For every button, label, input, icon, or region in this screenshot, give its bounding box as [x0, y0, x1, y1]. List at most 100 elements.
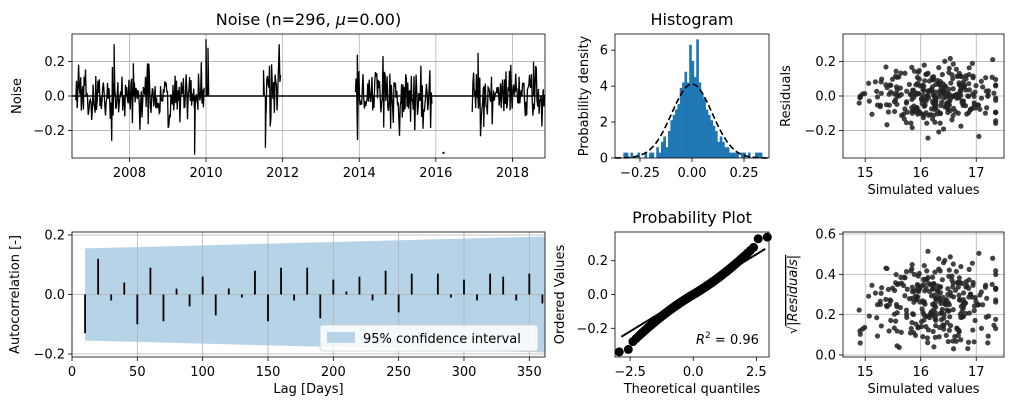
scale-location-point: [926, 288, 933, 295]
scale-location-point: [914, 294, 920, 300]
histogram-bar: [651, 152, 655, 158]
residual-point: [878, 90, 884, 96]
histogram-bar: [663, 136, 666, 158]
scale-location-point: [946, 273, 952, 279]
scale-location-point: [909, 288, 916, 295]
histogram-bar: [707, 114, 711, 158]
x-tick-label: 0.25: [730, 166, 759, 181]
residual-point: [950, 75, 956, 82]
probability-plot: −2.5 0.0 2.5 −0.2 0.0 0.2 Theoretical quantile…: [553, 208, 772, 397]
y-tick-label: 2: [600, 116, 608, 131]
histogram-bar: [623, 152, 626, 158]
x-tick-label: −0.25: [620, 166, 660, 181]
histogram-bar: [705, 109, 709, 158]
residual-point: [862, 91, 868, 97]
noise-point: [442, 151, 445, 154]
residual-point: [922, 78, 928, 84]
x-tick-label: 200: [321, 365, 346, 380]
residual-point: [916, 76, 922, 82]
histogram-bar: [686, 82, 690, 158]
histogram-bar: [696, 39, 699, 158]
histogram-bar: [717, 141, 721, 158]
histogram-bar: [700, 93, 704, 158]
scale-location-point: [930, 274, 936, 280]
y-tick-label: 0.2: [815, 55, 836, 70]
residual-point: [950, 61, 956, 67]
residual-point: [956, 91, 962, 98]
residual-point: [990, 56, 996, 63]
x-tick-label: 250: [386, 365, 411, 380]
residual-point: [904, 88, 910, 94]
x-axis-label: Lag [Days]: [273, 382, 343, 397]
scale-location-point: [960, 313, 967, 320]
x-tick-label: 2016: [419, 166, 452, 181]
histogram-bar: [675, 109, 678, 158]
residual-point: [897, 85, 903, 91]
axes-frame: [71, 231, 546, 358]
residual-point: [874, 88, 880, 94]
scale-location-point: [993, 286, 999, 292]
residual-point: [936, 129, 942, 135]
residual-point: [971, 93, 977, 99]
scale-location-point: [888, 317, 894, 324]
scale-location-point: [921, 281, 927, 287]
histogram-bar: [691, 60, 695, 158]
scale-location-point: [874, 315, 880, 321]
r-squared-value: = 0.96: [711, 333, 759, 348]
scale-location-point: [886, 328, 892, 334]
residual-point: [950, 112, 956, 119]
scale-location-point: [944, 319, 950, 326]
residual-point: [921, 112, 927, 118]
chart-title: Histogram: [651, 10, 734, 29]
scale-location-point: [928, 309, 934, 315]
scale-location-point: [958, 337, 964, 343]
scale-location-point: [908, 325, 914, 332]
scale-location-point: [945, 286, 951, 292]
residual-point: [872, 79, 879, 85]
residual-point: [973, 83, 979, 89]
autocorrelation-plot: 0 50 100 150 200 250 300 350 −0.2 0.0 0.2 Lag [Days…: [8, 228, 546, 397]
histogram-bar: [668, 131, 671, 158]
scale-location-point: [910, 311, 916, 317]
residual-point: [937, 120, 943, 126]
x-tick-label: −2.5: [614, 365, 646, 380]
scale-location-point: [932, 269, 938, 275]
histogram-bar: [682, 82, 685, 158]
r-squared-r: R: [696, 333, 705, 348]
y-tick-label: 0.2: [44, 228, 65, 243]
residual-point: [975, 102, 981, 108]
histogram-bar: [724, 147, 728, 158]
legend-label: 95% confidence interval: [363, 332, 521, 347]
residual-point: [925, 93, 931, 99]
scale-location-point: [894, 310, 900, 316]
scale-location-point: [920, 334, 926, 340]
scale-location-point: [936, 256, 942, 262]
scale-location-point: [856, 307, 862, 313]
residual-point: [893, 68, 899, 74]
residual-point: [908, 120, 914, 126]
scale-location-point: [985, 333, 991, 339]
scale-location-point: [939, 306, 945, 312]
scale-location-point: [907, 330, 914, 336]
residual-point: [925, 135, 931, 141]
scale-location-point: [874, 333, 881, 339]
chart-title-part: =0.00): [346, 10, 401, 29]
histogram-bar: [684, 71, 688, 158]
scale-location-point: [878, 323, 884, 329]
scale-location-point: [937, 268, 943, 274]
scale-location-point: [879, 285, 885, 291]
scale-location-point: [943, 302, 949, 308]
x-tick-label: 150: [256, 365, 281, 380]
scale-location-point: [958, 303, 964, 310]
residual-point: [960, 98, 967, 104]
scale-location-point: [893, 318, 899, 324]
scale-location-point: [947, 323, 954, 329]
residual-point: [945, 109, 951, 116]
histogram-bar: [733, 152, 737, 158]
scale-location-point: [989, 281, 995, 288]
scale-location-point: [904, 311, 910, 317]
scale-location-point: [963, 284, 969, 290]
scale-location-point: [940, 322, 946, 328]
scale-location-point: [919, 306, 925, 312]
residual-point: [869, 111, 875, 117]
